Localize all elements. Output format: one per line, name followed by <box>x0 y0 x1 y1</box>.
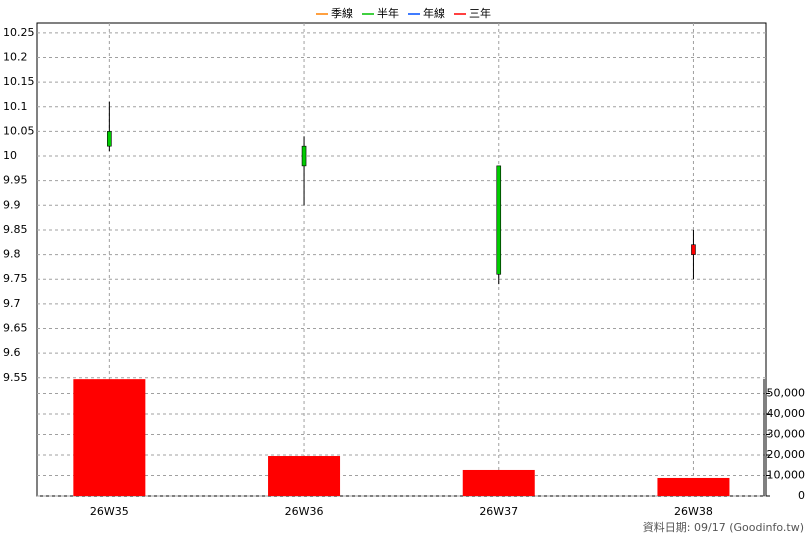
candle-body <box>107 131 112 147</box>
y2-tick-label: 30,000 <box>767 428 806 441</box>
candle-body <box>691 244 696 255</box>
candle-body <box>496 165 502 275</box>
y-tick-label: 9.75 <box>3 272 28 285</box>
y2-tick-label: 0 <box>798 489 805 502</box>
volume-bar <box>657 477 730 496</box>
legend-label: 季線 <box>331 6 353 20</box>
legend-label: 三年 <box>469 6 491 20</box>
y-tick-label: 10.05 <box>3 124 35 137</box>
x-tick-label: 26W37 <box>479 505 518 518</box>
y2-tick-label: 10,000 <box>767 469 806 482</box>
volume-bar <box>268 456 341 496</box>
y2-tick-label: 20,000 <box>767 448 806 461</box>
y-tick-label: 10.2 <box>3 50 28 63</box>
y2-tick-label: 40,000 <box>767 407 806 420</box>
footer: 資料日期: 09/17 (Goodinfo.tw) <box>643 520 804 534</box>
volume-bar <box>73 379 146 496</box>
y-tick-label: 9.7 <box>3 297 21 310</box>
y-tick-label: 9.55 <box>3 371 28 384</box>
y-tick-label: 9.85 <box>3 223 28 236</box>
legend-label: 半年 <box>377 6 399 20</box>
y-tick-label: 9.9 <box>3 198 21 211</box>
y-tick-label: 9.8 <box>3 248 21 261</box>
legend-label: 年線 <box>423 6 445 20</box>
plot-frame <box>36 22 767 497</box>
y2-tick-label: 50,000 <box>767 387 806 400</box>
y-tick-label: 10 <box>3 149 17 162</box>
y-tick-label: 9.65 <box>3 321 28 334</box>
x-tick-label: 26W38 <box>674 505 713 518</box>
y-tick-label: 10.1 <box>3 100 28 113</box>
y-tick-label: 9.6 <box>3 346 21 359</box>
y-tick-label: 9.95 <box>3 174 28 187</box>
x-tick-label: 26W35 <box>90 505 129 518</box>
candle-body <box>301 145 307 167</box>
volume-bar <box>462 469 535 496</box>
y-tick-label: 10.25 <box>3 26 35 39</box>
x-tick-label: 26W36 <box>285 505 324 518</box>
y-tick-label: 10.15 <box>3 75 35 88</box>
